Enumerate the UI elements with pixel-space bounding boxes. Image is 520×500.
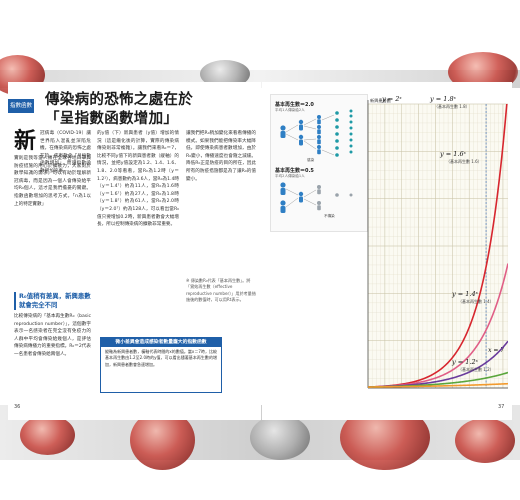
series-line-1-2 [368,382,508,388]
section-tab: 指數函數 [8,99,34,113]
diagram-label-infect: 感染 [307,158,315,162]
diagram-sub-b: 平均2人傳染給1人 [275,174,305,178]
series-equation-1-8: y = 1.8ˣ [430,95,456,103]
footnote: ※ 傳染數R₀代表「基本再生數」。將「實效再生數（effective repro… [186,278,256,303]
body-text-col3: 讓我們把R₀稍加變化來看看傳播的模式。如果我們能把傳染率大幅降低，即使傳染病患者… [186,131,256,182]
virus-image [130,410,195,470]
series-equation-1-4: y = 1.4ˣ [452,290,478,298]
diagram-title-a: 基本再生數＝2.0 [275,102,314,108]
series-label-1-2: （基本再生數 1.2） [458,367,494,372]
page-title: 傳染病的恐怖之處在於 「呈指數函數增加」 [45,90,255,128]
title-line-1: 傳染病的恐怖之處在於 [45,91,193,108]
virus-image [455,418,515,463]
body-text-col1: 實則是我等當人類在全球各地口罩與防疫措施的用心於擴散力，大家對於數學知識的需求，… [14,156,91,207]
diagram-sub-a: 平均1人傳染給2人 [275,108,305,112]
diagram-label-no: 不傳染 [324,214,335,218]
x7-label: x = 7 [488,347,504,354]
virus-image [20,415,75,455]
virus-image [250,415,310,460]
people-icons [280,109,353,213]
exponential-chart: 新興患者數 x = 7 y = 2ˣ y = 1.8ˣ （基本再生數 1.8） y = … [360,90,512,420]
series-equation-2: y = 2ˣ [382,95,402,103]
series-label-1-6: （基本再生數 1.6） [446,159,482,164]
series-equation-1-6: y = 1.6ˣ [440,150,466,158]
page-number-right: 37 [498,404,505,410]
series-equation-1-2: y = 1.2ˣ [452,358,478,366]
callout-heading: 微小差異會造成感染者數量龐大的指數函數 [101,338,221,347]
diagram-title-b: 基本再生數＝0.5 [275,168,314,174]
body-text-col2: 的y值（下）新興患者（y值）增加的情況（這是繼化後的計算，實際的傳染病傳染則非常… [97,131,179,228]
body-text-col1-bottom: 比較傳染病的「基本再生數R₀（basic reproduction number… [14,314,91,357]
drop-cap: 新 [14,128,37,154]
transmission-diagram: 基本再生數＝2.0 平均1人傳染給2人 [270,94,368,232]
series-label-1-8: （基本再生數 1.8） [434,104,470,109]
chart-svg: 新興患者數 x = 7 [367,97,508,389]
title-line-2: 「呈指數函數增加」 [45,110,179,127]
body-text-col1-top: 冠病毒（COVID-19）讓世界陷入混亂並深陷危機，在傳染病的恐怖之處在於，病患… [40,131,91,174]
callout-body: 縱軸為新興患者數，橫軸代表時間的x的數值。當x＝7時，比較基本再生數由1.2至2… [105,349,217,367]
page-number-left: 36 [14,404,21,410]
sub-heading: R₀值稍有差異，新興患數就會完全不同 [14,292,95,310]
series-label-1-4: （基本再生數 1.4） [458,299,494,304]
y-axis-label: 新興患者數 [370,97,392,104]
callout-box: 微小差異會造成感染者數量龐大的指數函數 縱軸為新興患者數，橫軸代表時間的x的數值… [100,337,222,393]
